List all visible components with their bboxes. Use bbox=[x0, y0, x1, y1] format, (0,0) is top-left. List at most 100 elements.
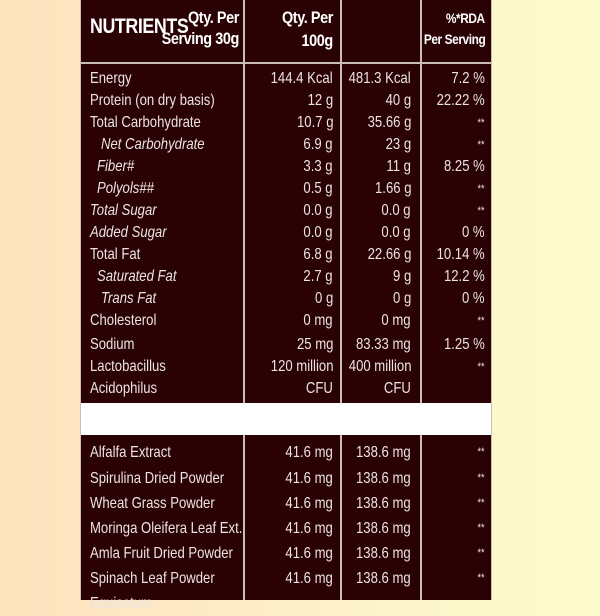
qty-per-100g: 138.6 mg bbox=[356, 470, 411, 487]
qty-per-100g: 9 g bbox=[392, 268, 411, 285]
table-row: Added Sugar 0.0 g 0.0 g 0 % bbox=[81, 222, 491, 244]
table-row: Energy 144.4 Kcal 481.3 Kcal 7.2 % bbox=[81, 68, 491, 90]
table-row: Cholesterol 0 mg 0 mg ** bbox=[81, 310, 491, 332]
column-divider bbox=[243, 435, 245, 600]
ingredient-name: Alfalfa Extract bbox=[90, 444, 171, 461]
table-row: Total Carbohydrate 10.7 g 35.66 g ** bbox=[81, 112, 491, 134]
qty-per-100g: 0.0 g bbox=[381, 224, 411, 241]
rda-percent: ** bbox=[477, 183, 485, 195]
qty-per-serving: 0.5 g bbox=[303, 180, 333, 197]
qty-per-100g: 22.66 g bbox=[367, 246, 411, 263]
qty-per-serving: 10.7 g bbox=[296, 114, 333, 131]
table-row: Trans Fat 0 g 0 g 0 % bbox=[81, 288, 491, 310]
column-divider bbox=[340, 0, 342, 403]
table-row: Spinach Leaf Powder 41.6 mg 138.6 mg ** bbox=[81, 566, 491, 591]
rda-percent: 1.25 % bbox=[444, 336, 485, 353]
qty-per-serving: 41.6 mg bbox=[285, 545, 333, 562]
qty-per-100g: 138.6 mg bbox=[356, 520, 411, 537]
qty-per-serving: 41.6 mg bbox=[285, 470, 333, 487]
table-row: Spirulina Dried Powder 41.6 mg 138.6 mg … bbox=[81, 466, 491, 491]
table-row: Amla Fruit Dried Powder 41.6 mg 138.6 mg… bbox=[81, 541, 491, 566]
table-row: Saturated Fat 2.7 g 9 g 12.2 % bbox=[81, 266, 491, 288]
nutrient-name: Lactobacillus bbox=[90, 358, 166, 375]
qty-per-100g: 11 g bbox=[386, 158, 411, 175]
ingredient-name: Equisetum bbox=[90, 595, 152, 612]
qty-per-serving: CFU bbox=[306, 380, 333, 397]
column-divider bbox=[243, 0, 245, 403]
table-row: Polyols## 0.5 g 1.66 g ** bbox=[81, 178, 491, 200]
rda-percent: ** bbox=[477, 315, 485, 327]
header-per-serving-line2: Serving 30g bbox=[161, 29, 240, 48]
table-row: Moringa Oleifera Leaf Ext. 41.6 mg 138.6… bbox=[81, 516, 491, 541]
nutrient-name: Fiber# bbox=[97, 158, 135, 175]
nutrient-name: Saturated Fat bbox=[97, 268, 177, 285]
header-rda-line2: Per Serving bbox=[423, 31, 486, 47]
table-row: Wheat Grass Powder 41.6 mg 138.6 mg ** bbox=[81, 491, 491, 516]
qty-per-100g: 0 g bbox=[392, 290, 411, 307]
nutrient-name: Protein (on dry basis) bbox=[90, 92, 215, 109]
qty-per-100g: 35.66 g bbox=[367, 114, 411, 131]
qty-per-serving: 41.6 mg bbox=[285, 495, 333, 512]
qty-per-serving: 2.7 g bbox=[303, 268, 333, 285]
nutrient-name: Sodium bbox=[90, 336, 135, 353]
table-row: Equisetum bbox=[81, 591, 491, 616]
qty-per-100g: 138.6 mg bbox=[356, 495, 411, 512]
nutrient-name: Trans Fat bbox=[101, 290, 157, 307]
qty-per-serving: 3.3 g bbox=[303, 158, 333, 175]
table-row: Net Carbohydrate 6.9 g 23 g ** bbox=[81, 134, 491, 156]
rda-percent: ** bbox=[477, 472, 485, 484]
qty-per-serving: 6.8 g bbox=[303, 246, 333, 263]
section-gap bbox=[81, 403, 491, 435]
qty-per-100g: 0.0 g bbox=[381, 202, 411, 219]
rda-percent: ** bbox=[477, 205, 485, 217]
ingredient-name: Wheat Grass Powder bbox=[90, 495, 215, 512]
rda-percent: ** bbox=[477, 497, 485, 509]
nutrient-name: Total Carbohydrate bbox=[90, 114, 201, 131]
header-divider bbox=[81, 62, 491, 64]
ingredient-name: Moringa Oleifera Leaf Ext. bbox=[90, 520, 243, 537]
qty-per-100g: 400 million bbox=[348, 358, 411, 375]
nutrient-name: Total Sugar bbox=[90, 202, 157, 219]
qty-per-serving: 41.6 mg bbox=[285, 444, 333, 461]
qty-per-serving: 12 g bbox=[307, 92, 333, 109]
rda-percent: ** bbox=[477, 572, 485, 584]
header-per-serving-line1: Qty. Per bbox=[188, 8, 239, 27]
qty-per-serving: 144.4 Kcal bbox=[271, 70, 333, 87]
rda-percent: 7.2 % bbox=[451, 70, 485, 87]
qty-per-serving: 6.9 g bbox=[303, 136, 333, 153]
qty-per-serving: 0 g bbox=[314, 290, 333, 307]
nutrient-name: Net Carbohydrate bbox=[101, 136, 205, 153]
rda-percent: ** bbox=[477, 139, 485, 151]
rda-percent: 0 % bbox=[462, 224, 485, 241]
nutrient-name: Added Sugar bbox=[90, 224, 167, 241]
rda-percent: 0 % bbox=[462, 290, 485, 307]
rda-percent: ** bbox=[477, 117, 485, 129]
header-per-100g-line2: 100g bbox=[301, 31, 334, 50]
qty-per-100g: 481.3 Kcal bbox=[349, 70, 411, 87]
qty-per-100g: 83.33 mg bbox=[356, 336, 411, 353]
header-rda-line1: %*RDA bbox=[446, 10, 485, 26]
nutrient-name: Polyols## bbox=[97, 180, 154, 197]
header-nutrients: NUTRIENTS bbox=[90, 15, 189, 38]
ingredient-name: Spinach Leaf Powder bbox=[90, 570, 215, 587]
table-row: Sodium 25 mg 83.33 mg 1.25 % bbox=[81, 334, 491, 356]
qty-per-100g: 1.66 g bbox=[374, 180, 411, 197]
rda-percent: ** bbox=[477, 522, 485, 534]
table-row: Protein (on dry basis) 12 g 40 g 22.22 % bbox=[81, 90, 491, 112]
qty-per-100g: CFU bbox=[384, 380, 411, 397]
rda-percent: ** bbox=[477, 361, 485, 373]
ingredient-name: Spirulina Dried Powder bbox=[90, 470, 225, 487]
qty-per-serving: 0.0 g bbox=[303, 224, 333, 241]
header-per-100g-line1: Qty. Per bbox=[282, 8, 333, 27]
qty-per-100g: 138.6 mg bbox=[356, 570, 411, 587]
qty-per-100g: 0 mg bbox=[381, 312, 411, 329]
table-row: Lactobacillus 120 million 400 million ** bbox=[81, 356, 491, 378]
qty-per-100g: 138.6 mg bbox=[356, 545, 411, 562]
qty-per-serving: 0.0 g bbox=[303, 202, 333, 219]
nutrient-name: Energy bbox=[90, 70, 132, 87]
table-row: Total Sugar 0.0 g 0.0 g ** bbox=[81, 200, 491, 222]
ingredient-name: Amla Fruit Dried Powder bbox=[90, 545, 233, 562]
column-divider bbox=[420, 435, 422, 600]
table-row: Total Fat 6.8 g 22.66 g 10.14 % bbox=[81, 244, 491, 266]
table-row: Alfalfa Extract 41.6 mg 138.6 mg ** bbox=[81, 440, 491, 465]
